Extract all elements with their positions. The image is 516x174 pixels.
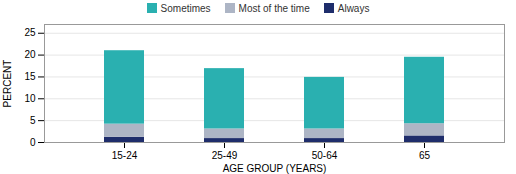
- svg-text:25-49: 25-49: [212, 150, 238, 161]
- svg-text:5: 5: [30, 115, 36, 126]
- html-text:Sometimes: Sometimes: [160, 2, 211, 14]
- svg-text:PERCENT: PERCENT: [2, 60, 13, 108]
- svg-text:15: 15: [24, 71, 36, 82]
- svg-text:25: 25: [24, 27, 36, 38]
- svg-text:20: 20: [24, 49, 36, 60]
- svg-text:AGE GROUP (YEARS): AGE GROUP (YEARS): [223, 163, 327, 174]
- svg-text:0: 0: [30, 137, 36, 148]
- svg-text:15-24: 15-24: [112, 150, 138, 161]
- svg-text:65: 65: [419, 150, 431, 161]
- html-text:Most of the time: Most of the time: [238, 2, 310, 14]
- svg-text:50-64: 50-64: [312, 150, 338, 161]
- html-text:Always: Always: [337, 2, 370, 14]
- svg-text:10: 10: [24, 93, 36, 104]
